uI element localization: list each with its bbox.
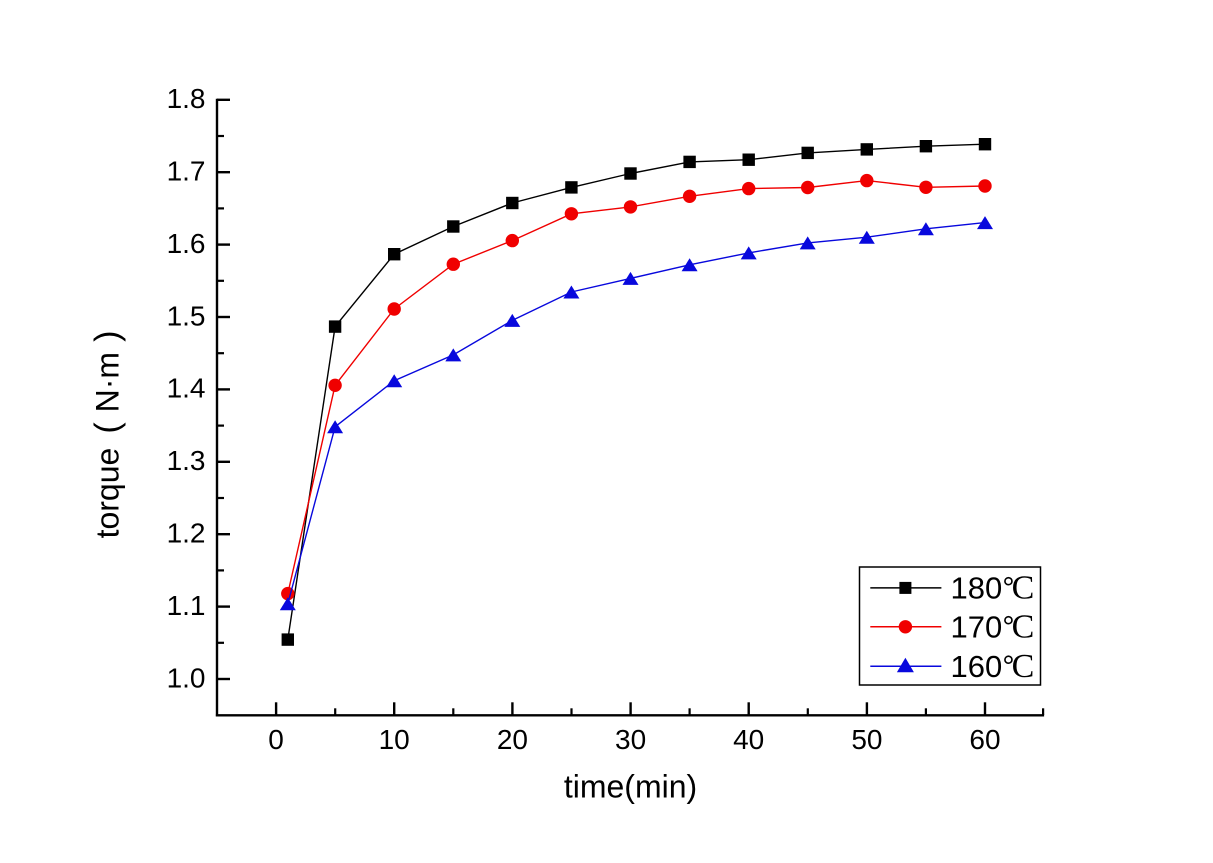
svg-text:1.5: 1.5 [167, 300, 206, 331]
svg-text:160°C: 160°C [951, 648, 1035, 685]
svg-text:10: 10 [379, 724, 410, 755]
svg-text:1.6: 1.6 [167, 228, 206, 259]
svg-text:40: 40 [733, 724, 764, 755]
svg-text:1.7: 1.7 [167, 156, 206, 187]
svg-text:1.2: 1.2 [167, 518, 206, 549]
svg-text:1.1: 1.1 [167, 590, 206, 621]
svg-text:20: 20 [497, 724, 528, 755]
svg-text:170°C: 170°C [951, 609, 1035, 646]
svg-text:1.3: 1.3 [167, 445, 206, 476]
svg-text:60: 60 [969, 724, 1000, 755]
svg-text:180°C: 180°C [951, 570, 1035, 607]
svg-text:time(min): time(min) [564, 769, 697, 805]
svg-text:torque(N·m): torque(N·m) [89, 331, 127, 539]
svg-text:1.8: 1.8 [167, 83, 206, 114]
svg-text:1.4: 1.4 [167, 373, 206, 404]
svg-text:0: 0 [268, 724, 284, 755]
svg-text:30: 30 [615, 724, 646, 755]
svg-text:50: 50 [851, 724, 882, 755]
svg-text:1.0: 1.0 [167, 662, 206, 693]
